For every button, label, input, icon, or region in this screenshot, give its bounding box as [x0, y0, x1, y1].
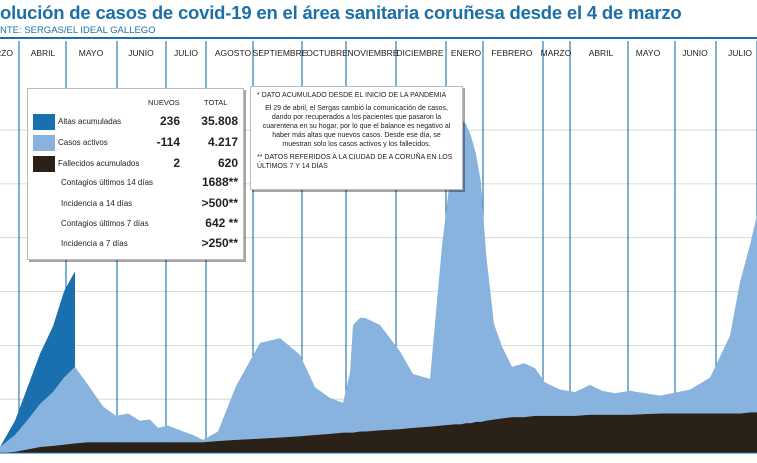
header-rule	[0, 37, 757, 39]
header-total: TOTAL	[204, 98, 228, 107]
month-label: MARZO	[541, 48, 572, 58]
chart-source: NTE: SERGAS/EL IDEAL GALLEGO	[0, 25, 156, 36]
incidence-value: >250**	[201, 236, 238, 250]
stats-row-altas: Altas acumuladas 236 35.808	[28, 113, 243, 131]
incidence-value: 1688**	[201, 175, 238, 189]
legend-swatch-activos	[33, 135, 55, 151]
month-label: JULIO	[728, 48, 752, 58]
stats-total: 4.217	[207, 135, 238, 149]
incidence-value: >500**	[201, 196, 238, 210]
incidence-label: Contagios últimos 14 días	[61, 178, 154, 187]
month-labels: RZO ABRIL MAYO JUNIO JULIO AGOSTOSEPTIEMBREOC…	[0, 48, 752, 58]
month-label: RZO	[0, 48, 13, 58]
incidence-row: Incidencia a 14 días >500**	[28, 196, 243, 212]
month-label: ENERO	[451, 48, 482, 58]
stats-label: Fallecidos acumulados	[58, 159, 140, 168]
stats-nuevos: -114	[156, 135, 180, 149]
month-label: DICIEMBRE	[396, 48, 444, 58]
month-label: JUNIO	[128, 48, 154, 58]
month-label: ABRIL	[589, 48, 614, 58]
incidence-value: 642 **	[205, 216, 238, 230]
stats-label: Casos activos	[58, 138, 108, 147]
header-nuevos: NUEVOS	[148, 98, 180, 107]
month-label: SEPTIEMBRE	[253, 48, 308, 58]
incidence-row: Contagios últimos 14 días 1688**	[28, 175, 243, 191]
stats-row-activos: Casos activos -114 4.217	[28, 134, 243, 152]
incidence-label: Incidencia a 14 días	[61, 199, 133, 208]
month-label: AGOSTO	[215, 48, 252, 58]
stats-nuevos: 236	[159, 114, 180, 128]
month-label: FEBRERO	[491, 48, 532, 58]
note-panel: * DATO ACUMULADO DESDE EL INICIO DE LA P…	[250, 86, 463, 190]
stats-label: Altas acumuladas	[58, 117, 122, 126]
chart-title: olución de casos de covid-19 en el área …	[0, 2, 682, 23]
month-label: NOVIEMBRE	[347, 48, 398, 58]
month-label: OCTUBRE	[306, 48, 348, 58]
incidence-row: Incidencia a 7 días >250**	[28, 236, 243, 252]
legend-swatch-fallecidos	[33, 156, 55, 172]
area-fallecidos-acumulados	[0, 412, 757, 453]
chart-areas	[0, 119, 757, 454]
stats-nuevos: 2	[173, 156, 180, 170]
month-label: JUNIO	[682, 48, 708, 58]
month-label: MAYO	[79, 48, 104, 58]
area-altas-acumuladas	[0, 271, 75, 448]
incidence-row: Contagios últimos 7 días 642 **	[28, 216, 243, 232]
incidence-label: Incidencia a 7 días	[61, 239, 128, 248]
month-label: ABRIL	[31, 48, 56, 58]
month-label: MAYO	[636, 48, 661, 58]
note-accumulated: * DATO ACUMULADO DESDE EL INICIO DE LA P…	[257, 92, 447, 99]
stats-total: 35.808	[201, 114, 238, 128]
stats-total: 620	[217, 156, 238, 170]
incidence-label: Contagios últimos 7 días	[61, 219, 149, 228]
legend-swatch-altas	[33, 114, 55, 130]
area-casos-activos	[0, 119, 757, 453]
stats-row-fallecidos: Fallecidos acumulados 2 620	[28, 155, 243, 173]
note-city-data: ** DATOS REFERIDOS A LA CIUDAD DE A CORU…	[257, 153, 453, 170]
stats-panel: NUEVOS TOTAL Altas acumuladas 236 35.808…	[27, 88, 244, 260]
note-explanation: El 29 de abril, el Sergas cambió la comu…	[262, 105, 451, 149]
month-label: JULIO	[174, 48, 198, 58]
